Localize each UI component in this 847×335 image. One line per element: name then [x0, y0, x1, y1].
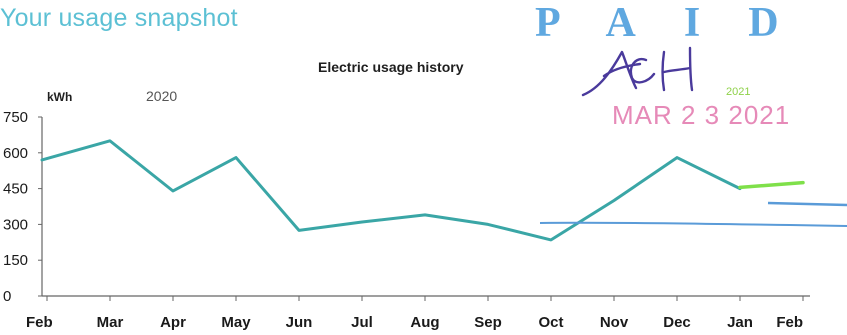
stamp-pen-stroke-long [539, 221, 847, 227]
x-tick-label: Jan [727, 314, 753, 331]
x-tick-label: Dec [663, 314, 691, 331]
x-tick-label: Feb [26, 314, 53, 331]
x-tick-label: Jul [351, 314, 373, 331]
x-tick-label: Oct [538, 314, 563, 331]
y-axis-unit-label: kWh [47, 90, 73, 104]
y-tick-label: 750 [3, 109, 28, 126]
x-tick-label: Jun [286, 314, 313, 331]
x-axis-ticks: Feb Mar Apr May Jun Jul Aug Sep Oct Nov Dec Jan Feb [26, 296, 804, 331]
series-line-1 [738, 180, 805, 190]
y-tick-label: 300 [3, 216, 28, 233]
stamp-date: MAR 2 3 2021 [612, 100, 791, 130]
page-heading: Your usage snapshot [0, 4, 238, 32]
series-lines [40, 139, 805, 242]
y-tick-label: 600 [3, 145, 28, 162]
chart-title: Electric usage history [318, 59, 464, 75]
x-tick-label: Nov [600, 314, 629, 331]
series-line-0 [40, 139, 742, 242]
x-tick-label: May [221, 314, 251, 331]
x-tick-label: Aug [410, 314, 439, 331]
x-tick-label: Apr [160, 314, 186, 331]
x-tick-label: Mar [97, 314, 124, 331]
signature-scribble [581, 46, 694, 97]
paid-stamp: PAID [535, 0, 827, 46]
stamp-small-year: 2021 [726, 86, 751, 98]
y-tick-label: 150 [3, 252, 28, 269]
x-tick-label: Sep [474, 314, 502, 331]
series-year-label: 2020 [146, 88, 178, 104]
y-axis-ticks: 0 150 300 450 600 750 [3, 109, 42, 305]
x-tick-label: Feb [776, 314, 803, 331]
y-tick-label: 0 [3, 288, 11, 305]
y-tick-label: 450 [3, 181, 28, 198]
stamp-pen-stroke-short [767, 201, 847, 207]
